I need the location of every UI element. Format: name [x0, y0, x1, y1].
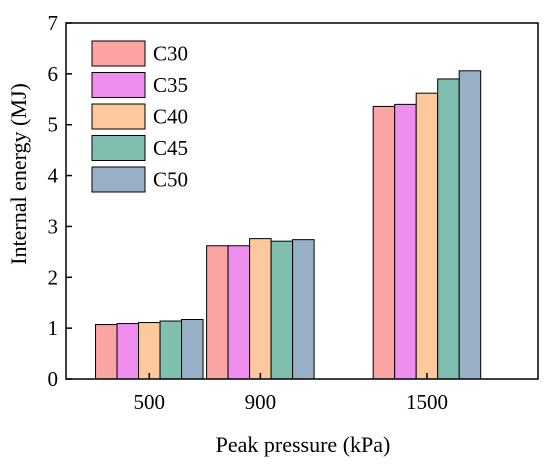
x-tick-label: 1500 — [406, 390, 448, 414]
y-tick-label: 6 — [48, 62, 59, 86]
x-tick-label: 500 — [134, 390, 166, 414]
legend-label-c45: C45 — [153, 136, 188, 160]
axes-layer: 0 1 2 3 4 5 6 7 500 900 1500 — [48, 11, 539, 414]
legend: C30 C35 C40 C45 C50 — [91, 40, 188, 193]
y-axis-label: Internal energy (MJ) — [6, 83, 31, 265]
bar-c40-1500 — [415, 92, 439, 380]
legend-swatch-c30 — [91, 40, 146, 67]
legend-label-c35: C35 — [153, 73, 188, 97]
legend-label-c50: C50 — [153, 168, 188, 192]
bar-c40-900 — [249, 238, 272, 380]
legend-label-c40: C40 — [153, 105, 188, 129]
bar-c30-900 — [206, 245, 229, 380]
bar-c30-1500 — [372, 105, 396, 380]
bar-c45-500 — [159, 320, 183, 380]
legend-label-c30: C30 — [153, 42, 188, 66]
y-tick-label: 7 — [48, 11, 59, 35]
legend-swatch-c40 — [91, 103, 146, 130]
legend-swatch-c50 — [91, 166, 146, 193]
x-tick-label: 900 — [245, 390, 277, 414]
y-tick-label: 0 — [48, 367, 59, 391]
bar-c30-500 — [95, 324, 118, 380]
y-tick-label: 3 — [48, 214, 59, 238]
y-tick-label: 1 — [48, 316, 59, 340]
y-tick-label: 4 — [48, 164, 59, 188]
bar-c35-900 — [227, 245, 251, 380]
plot-frame — [65, 22, 539, 380]
bar-c40-500 — [138, 322, 161, 380]
bar-c50-900 — [292, 239, 315, 380]
bar-c35-1500 — [394, 103, 417, 380]
bar-c50-1500 — [458, 70, 482, 380]
bar-c45-1500 — [437, 78, 460, 380]
bar-c35-500 — [116, 323, 140, 380]
legend-swatch-c45 — [91, 135, 146, 161]
x-axis-label: Peak pressure (kPa) — [216, 432, 391, 457]
bar-c50-500 — [181, 319, 204, 380]
legend-swatch-c35 — [91, 72, 146, 98]
y-tick-label: 5 — [48, 113, 59, 137]
y-tick-label: 2 — [48, 265, 59, 289]
bar-c45-900 — [270, 240, 294, 380]
